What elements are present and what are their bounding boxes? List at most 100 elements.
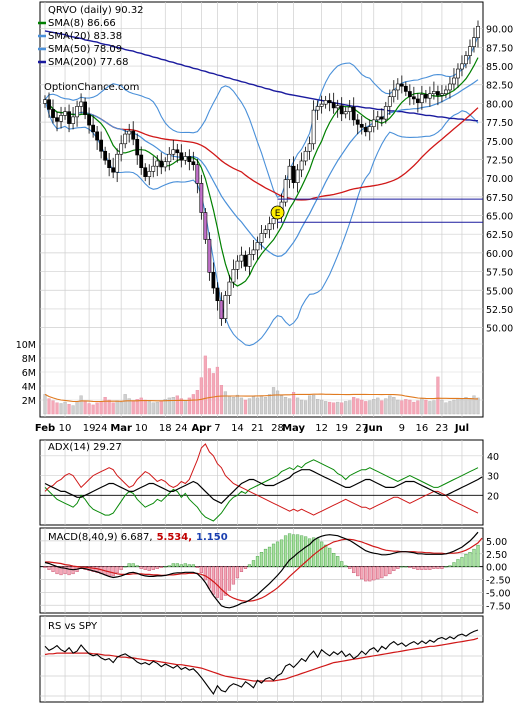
candle-63 xyxy=(295,164,300,193)
macd-hist-bar-25 xyxy=(143,566,147,570)
candle-body-6 xyxy=(67,111,71,124)
macd-histogram xyxy=(43,533,480,600)
panel-frame-4 xyxy=(39,615,484,703)
x-tick-20: 23 xyxy=(436,423,449,434)
candle-body-88 xyxy=(395,83,400,91)
price-y-tick-2: 55.00 xyxy=(486,286,513,297)
macd-hist-bar-89 xyxy=(400,566,404,568)
event-label: E xyxy=(275,209,281,219)
x-tick-16: 27 xyxy=(355,423,368,434)
candle-body-98 xyxy=(436,91,440,96)
macd-hist-bar-82 xyxy=(372,566,376,581)
price-y-tick-10: 75.00 xyxy=(486,137,513,148)
candle-body-10 xyxy=(83,101,87,115)
candle-50 xyxy=(243,250,248,271)
macd-hist-bar-86 xyxy=(388,566,392,575)
candle-34 xyxy=(179,144,184,168)
volume-bar-88 xyxy=(396,399,400,415)
x-tick-12: 28 xyxy=(271,423,284,434)
candle-14 xyxy=(99,131,104,159)
candle-body-12 xyxy=(91,124,96,133)
volume-bar-99 xyxy=(440,399,444,415)
candle-77 xyxy=(351,97,356,126)
candle-body-78 xyxy=(355,119,360,125)
candle-body-103 xyxy=(456,68,460,79)
candle-body-108 xyxy=(476,25,480,38)
macd-hist-bar-80 xyxy=(364,566,368,582)
x-tick-18: 9 xyxy=(399,423,405,434)
volume-bar-107 xyxy=(472,395,476,415)
volume-bar-18 xyxy=(115,400,119,415)
candle-16 xyxy=(107,153,112,177)
macd-hist-bar-93 xyxy=(416,566,420,570)
candle-41 xyxy=(207,232,212,281)
candle-46 xyxy=(227,274,232,305)
macd-hist-bar-29 xyxy=(159,566,163,568)
candle-body-21 xyxy=(127,130,132,135)
candle-body-29 xyxy=(159,160,164,168)
volume-bar-79 xyxy=(360,399,364,415)
macd-hist-bar-69 xyxy=(320,541,324,567)
candle-body-75 xyxy=(343,111,348,115)
macd-hist-bar-102 xyxy=(452,562,456,567)
macd-hist-bar-100 xyxy=(444,566,448,568)
candle-30 xyxy=(163,157,168,172)
volume-bar-2 xyxy=(51,400,55,415)
volume-bar-19 xyxy=(119,401,123,415)
macd-hist-bar-6 xyxy=(67,566,71,576)
watermark: OptionChance.com xyxy=(44,82,139,93)
candle-body-33 xyxy=(175,149,180,154)
candle-83 xyxy=(375,111,380,130)
volume-bar-6 xyxy=(67,404,71,415)
volume-bar-37 xyxy=(191,394,195,415)
candle-81 xyxy=(367,119,372,141)
candle-15 xyxy=(103,146,108,165)
x-tick-2: 19 xyxy=(83,423,96,434)
macd-hist-bar-38 xyxy=(195,566,199,568)
candle-65 xyxy=(303,146,308,166)
adx-grid xyxy=(40,440,483,525)
macd-y-tick-4: -5.00 xyxy=(486,588,511,599)
macd-hist-bar-74 xyxy=(340,561,344,567)
volume-bar-22 xyxy=(131,400,135,415)
volume-bar-87 xyxy=(392,397,396,415)
candle-body-99 xyxy=(440,93,444,96)
candle-96 xyxy=(427,86,432,107)
macd-hist-bar-84 xyxy=(380,566,384,579)
candle-0 xyxy=(43,95,47,108)
volume-bar-65 xyxy=(303,400,308,415)
macd-y-tick-2: 0.00 xyxy=(486,563,507,574)
volume-bar-41 xyxy=(207,368,211,415)
macd-hist-bar-46 xyxy=(227,566,232,591)
candle-body-53 xyxy=(255,242,260,251)
candle-60 xyxy=(283,175,288,207)
volume-bar-31 xyxy=(167,397,171,415)
price-y-tick-1: 52.50 xyxy=(486,305,513,316)
macd-hist-bar-1 xyxy=(47,566,51,570)
candle-103 xyxy=(456,63,460,88)
macd-hist-bar-63 xyxy=(295,534,300,567)
candle-54 xyxy=(259,224,264,250)
candle-body-18 xyxy=(115,153,120,173)
bollinger-upper-line xyxy=(44,35,479,199)
volume-bar-40 xyxy=(203,355,207,415)
candle-body-3 xyxy=(55,117,59,122)
candle-body-2 xyxy=(51,109,55,118)
candle-79 xyxy=(359,115,364,135)
volume-bar-24 xyxy=(139,397,143,415)
candle-body-72 xyxy=(331,102,336,109)
volume-bar-33 xyxy=(175,395,179,415)
candle-91 xyxy=(407,84,412,106)
volume-bar-47 xyxy=(231,397,236,415)
candle-43 xyxy=(215,282,220,311)
candle-body-56 xyxy=(267,223,272,231)
candle-25 xyxy=(143,163,148,182)
x-tick-21: Jul xyxy=(454,423,469,434)
horizontal-levels xyxy=(277,198,483,223)
macd-hist-bar-40 xyxy=(203,566,207,581)
candle-72 xyxy=(331,92,336,114)
macd-hist-bar-56 xyxy=(267,546,272,567)
panel-frames xyxy=(39,1,484,703)
candle-body-32 xyxy=(171,149,176,155)
candle-body-95 xyxy=(423,94,428,99)
